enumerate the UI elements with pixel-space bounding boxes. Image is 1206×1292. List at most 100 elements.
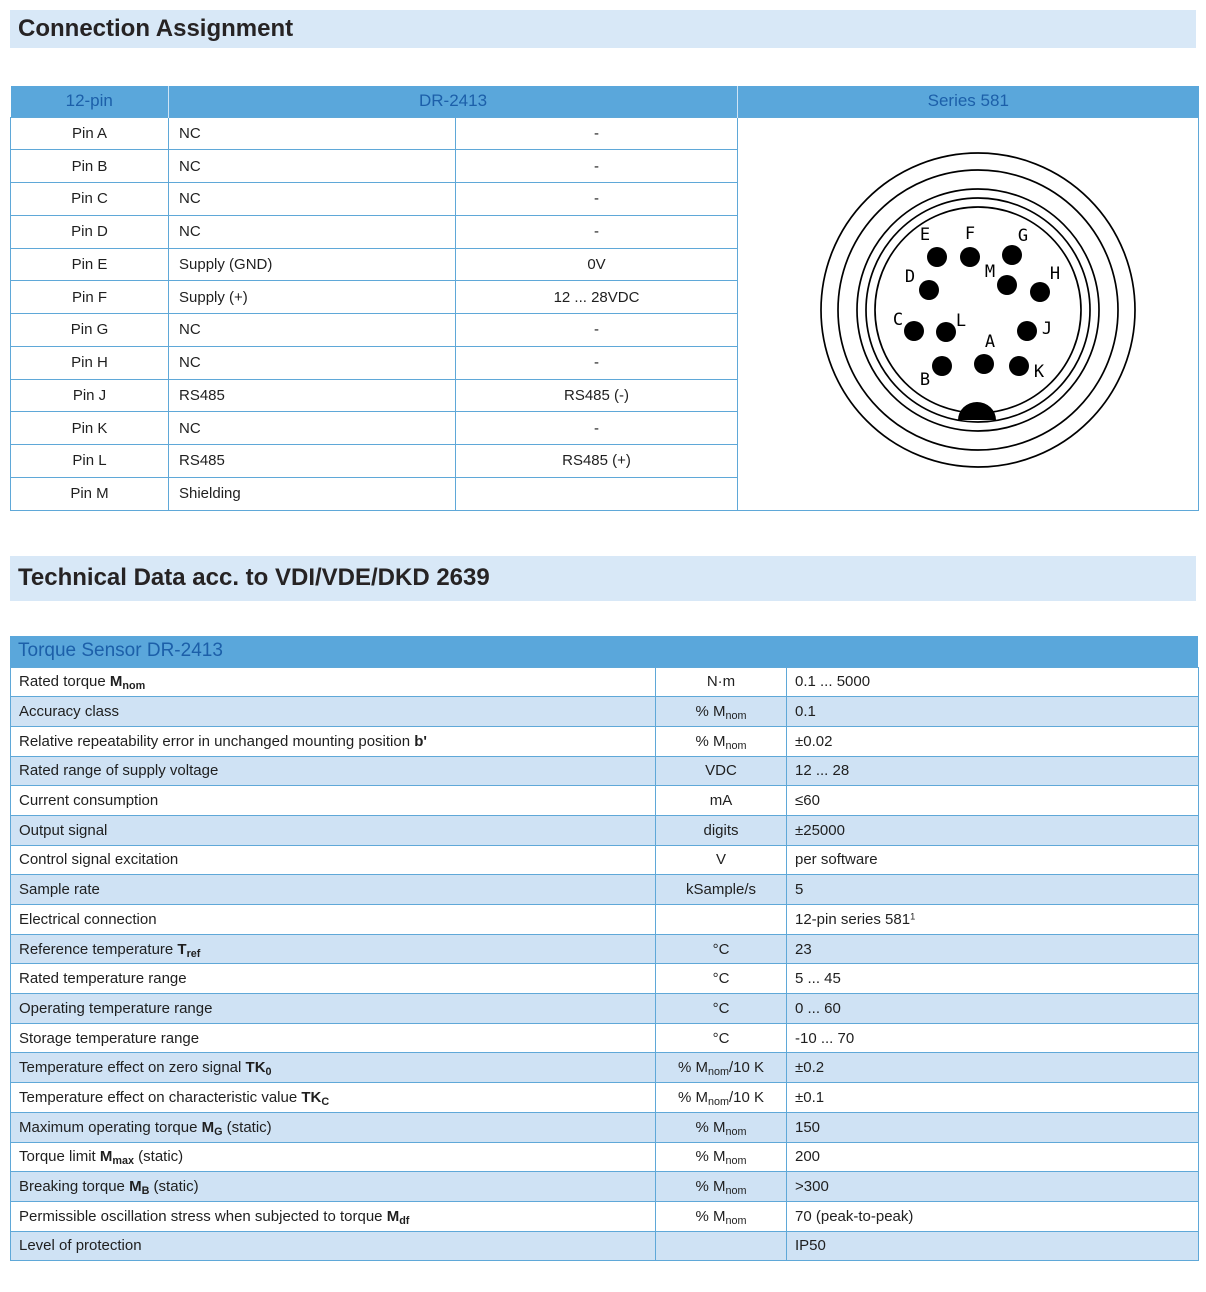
value-cell: per software [786, 844, 1199, 876]
parameter-cell: Reference temperature Tref [10, 933, 656, 965]
pin-label: A [984, 332, 994, 352]
value-cell: 0.1 [786, 696, 1199, 727]
pin-name-cell: Pin J [10, 378, 169, 413]
parameter-cell: Sample rate [10, 874, 656, 905]
tech-table-title: Torque Sensor DR-2413 [18, 640, 223, 661]
pin-value-cell: - [454, 149, 739, 183]
pin-label: G [1017, 226, 1027, 246]
unit-cell: °C [655, 993, 787, 1024]
value-cell: 23 [786, 933, 1199, 965]
pin-function-cell: RS485 [168, 378, 456, 413]
pin-function-cell: NC [168, 313, 456, 347]
tech-table-row: Breaking torque MB (static)% Mnom >300 [10, 1171, 1199, 1202]
pin-label: F [964, 224, 974, 244]
pin-table-row: Pin F Supply (+) 12 ... 28VDC [10, 280, 1199, 314]
unit-cell [655, 1230, 787, 1262]
pin-dot [959, 246, 980, 267]
pin-dot [926, 246, 947, 267]
tech-table-row: Temperature effect on characteristic val… [10, 1082, 1199, 1113]
pin-name-cell: Pin D [10, 214, 169, 249]
unit-cell: digits [655, 814, 787, 846]
unit-cell: % Mnom/10 K [655, 1082, 787, 1113]
pin-value-cell: 12 ... 28VDC [454, 280, 739, 314]
pin-value-cell: RS485 (-) [454, 378, 739, 413]
value-cell: >300 [786, 1171, 1199, 1202]
pin-function-cell: NC [168, 345, 456, 380]
value-cell: 150 [786, 1111, 1199, 1143]
unit-cell: N·m [655, 666, 787, 698]
pin-dot [1016, 320, 1037, 341]
pin-value-cell: - [454, 411, 739, 445]
pin-name-cell: Pin H [10, 345, 169, 380]
unit-cell: mA [655, 785, 787, 816]
parameter-cell: Rated torque Mnom [10, 666, 656, 698]
pin-label: J [1041, 319, 1051, 339]
pin-name-cell: Pin L [10, 444, 169, 478]
parameter-cell: Electrical connection [10, 904, 656, 935]
value-cell: 0 ... 60 [786, 993, 1199, 1024]
connector-ring [873, 205, 1082, 414]
pin-value-cell: - [454, 313, 739, 347]
pin-label: L [955, 311, 965, 331]
pin-function-cell: Supply (GND) [168, 247, 456, 282]
parameter-cell: Level of protection [10, 1230, 656, 1262]
pin-label: C [892, 310, 902, 330]
pin-table-row: Pin B NC - [10, 149, 1199, 183]
pin-table-row: Pin M Shielding [10, 476, 1199, 511]
parameter-cell: Rated temperature range [10, 963, 656, 995]
unit-cell: % Mnom [655, 1171, 787, 1202]
value-cell: ±25000 [786, 814, 1199, 846]
parameter-cell: Maximum operating torque MG (static) [10, 1111, 656, 1143]
technical-data-table: Rated torque Mnom N·m 0.1 ... 5000 Accuracy… [10, 666, 1199, 1262]
pin-function-cell: Shielding [168, 476, 456, 511]
pin-name-cell: Pin F [10, 280, 169, 314]
parameter-cell: Torque limit Mmax (static) [10, 1141, 656, 1173]
connector-ring [855, 187, 1100, 432]
tech-table-row: Rated range of supply voltage VDC 12 ... 2… [10, 755, 1199, 787]
value-cell: 12 ... 28 [786, 755, 1199, 787]
pin-value-cell [454, 476, 739, 511]
unit-cell: °C [655, 1022, 787, 1054]
value-cell: ±0.2 [786, 1052, 1199, 1084]
pin-name-cell: Pin C [10, 182, 169, 216]
pin-value-cell: 0V [454, 247, 739, 282]
tech-table-row: Output signal digits ±25000 [10, 814, 1199, 846]
value-cell: 200 [786, 1141, 1199, 1173]
tech-table-row: Torque limit Mmax (static)% Mnom 200 [10, 1141, 1199, 1173]
tech-table-row: Electrical connection 12-pin series 5811 [10, 904, 1199, 935]
parameter-cell: Operating temperature range [10, 993, 656, 1024]
pin-dot [903, 320, 924, 341]
pin-value-cell: RS485 (+) [454, 444, 739, 478]
pin-table-row: Pin H NC - [10, 345, 1199, 380]
pin-dot [973, 353, 994, 374]
pin-dot [935, 321, 956, 342]
pin-function-cell: NC [168, 214, 456, 249]
pin-label: D [904, 267, 914, 287]
pin-name-cell: Pin K [10, 411, 169, 445]
parameter-cell: Temperature effect on characteristic val… [10, 1082, 656, 1113]
pin-label: H [1049, 264, 1059, 284]
pin-label: K [1033, 362, 1044, 382]
pin-dot [996, 274, 1017, 295]
column-header-dr2413: DR-2413 [168, 86, 739, 117]
tech-table-row: Rated temperature range °C 5 ... 45 [10, 963, 1199, 995]
tech-table-row: Level of protection IP50 [10, 1230, 1199, 1262]
pin-label: E [919, 225, 929, 245]
pin-label: B [919, 370, 929, 390]
unit-cell: % Mnom [655, 725, 787, 757]
tech-table-row: Permissible oscillation stress when subj… [10, 1200, 1199, 1232]
unit-cell: % Mnom [655, 696, 787, 727]
connector-face-diagram: E F G D M H C L J A B K [819, 151, 1136, 468]
pin-table-row: Pin G NC - [10, 313, 1199, 347]
pin-dot [931, 355, 952, 376]
pin-value-cell: - [454, 182, 739, 216]
unit-cell: % Mnom [655, 1141, 787, 1173]
column-header-series581: Series 581 [737, 86, 1199, 117]
parameter-cell: Breaking torque MB (static) [10, 1171, 656, 1202]
pin-value-cell: - [454, 116, 739, 151]
pin-table-row: Pin K NC - [10, 411, 1199, 445]
pin-table-row: Pin E Supply (GND) 0V [10, 247, 1199, 282]
tech-table-row: Reference temperature Tref °C 23 [10, 933, 1199, 965]
value-cell: ±0.1 [786, 1082, 1199, 1113]
